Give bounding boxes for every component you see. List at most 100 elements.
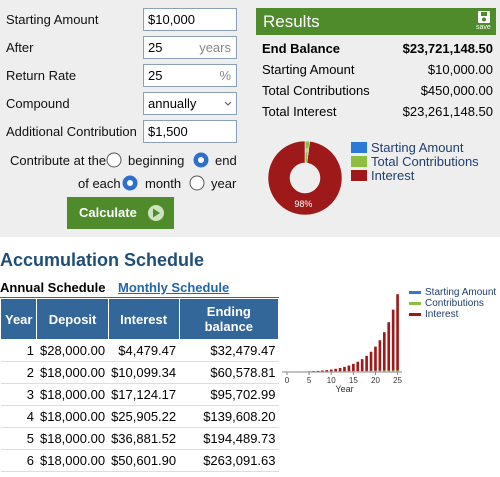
bar-segment — [347, 371, 351, 372]
table-cell: 2 — [0, 361, 37, 384]
radio-label: of each — [78, 176, 121, 191]
radio-option[interactable]: end — [215, 153, 237, 168]
radio-button[interactable] — [122, 175, 138, 191]
bar-segment — [365, 370, 368, 372]
radio-button[interactable] — [193, 152, 209, 168]
input-box[interactable]: annually — [143, 92, 237, 115]
schedule-table: Year Deposit Interest Ending balance 1 $28,00… — [0, 298, 280, 477]
input-value: $10,000 — [148, 12, 195, 27]
bar-segment — [334, 368, 337, 372]
legend-swatch — [351, 170, 367, 181]
radio-option[interactable]: beginning — [128, 153, 185, 168]
radio-option[interactable]: year — [211, 176, 237, 191]
table-row: 1 $28,000.00 $4,479.47 $32,479.47 — [0, 339, 279, 362]
bar-segment — [356, 371, 360, 372]
dropdown-arrow — [224, 101, 232, 106]
x-tick-label: 5 — [307, 376, 312, 385]
result-value: $23,261,148.50 — [402, 104, 493, 119]
legend-label: Interest — [425, 309, 459, 320]
table-row: 2 $18,000.00 $10,099.34 $60,578.81 — [0, 361, 279, 384]
tab-link[interactable]: Monthly Schedule — [118, 280, 230, 295]
radio-button[interactable] — [106, 152, 122, 168]
table-cell: $36,881.52 — [108, 427, 180, 450]
bar-segment — [329, 371, 333, 372]
legend-label: Total Contributions — [371, 154, 479, 169]
bar-segment — [391, 370, 395, 372]
bar-segment — [396, 370, 399, 372]
table-cell: $18,000.00 — [36, 405, 109, 428]
legend-label: Starting Amount — [371, 140, 464, 155]
result-label: Starting Amount — [262, 62, 355, 77]
result-label: Total Contributions — [262, 83, 370, 98]
bar-segment — [347, 365, 351, 372]
donut-slice — [267, 140, 343, 216]
tab-active[interactable]: Annual Schedule — [0, 280, 106, 295]
table-cell: $28,000.00 — [36, 339, 109, 362]
radio-dot — [198, 157, 204, 163]
bar-segment — [365, 355, 368, 371]
field-label: After — [6, 40, 34, 55]
table-cell: $18,000.00 — [36, 449, 109, 472]
input-value: $1,500 — [148, 124, 188, 139]
input-box[interactable]: $10,000 — [143, 8, 237, 31]
x-tick-label: 20 — [371, 376, 380, 385]
table-row: 3 $18,000.00 $17,124.17 $95,702.99 — [0, 383, 279, 406]
input-box[interactable]: 25 years — [143, 36, 237, 59]
save-icon[interactable] — [478, 11, 490, 23]
bar-segment — [325, 371, 329, 372]
results-title: Results — [263, 12, 320, 31]
bar-segment — [352, 363, 355, 372]
table-cell: $4,479.47 — [108, 339, 180, 362]
table-cell: 4 — [0, 405, 37, 428]
bar-segment — [382, 332, 386, 371]
column-header: Year — [0, 298, 38, 340]
bar-segment — [382, 370, 386, 372]
input-value: 25 — [148, 68, 163, 83]
x-tick-label: 10 — [327, 376, 336, 385]
bar-segment — [352, 371, 355, 372]
calculate-button[interactable]: Calculate — [67, 197, 174, 229]
table-cell: $10,099.34 — [108, 361, 180, 384]
chevron — [224, 101, 232, 106]
bar-segment — [369, 351, 373, 371]
table-cell: $18,000.00 — [36, 361, 109, 384]
input-unit: % — [219, 68, 231, 83]
result-value: $23,721,148.50 — [402, 41, 493, 56]
table-cell: 7 — [0, 471, 37, 477]
table-cell: $18,000.00 — [36, 383, 109, 406]
bar-segment — [338, 371, 342, 372]
table-cell: $18,000.00 — [36, 471, 109, 477]
field-label: Compound — [6, 96, 70, 111]
save-label[interactable]: save — [476, 24, 491, 31]
button-label: Calculate — [79, 205, 137, 220]
table-cell: $50,601.90 — [108, 449, 180, 472]
legend-label: Contributions — [425, 298, 484, 309]
bar-segment — [387, 370, 391, 372]
table-cell: $95,702.99 — [179, 383, 279, 406]
radio-button[interactable] — [189, 175, 205, 191]
bar-segment — [321, 370, 324, 372]
input-unit: years — [199, 40, 231, 55]
result-value: $10,000.00 — [427, 62, 493, 77]
x-axis-label: Year — [335, 384, 353, 394]
bar-segment — [360, 359, 364, 371]
bar-segment — [338, 367, 342, 372]
table-row: 5 $18,000.00 $36,881.52 $194,489.73 — [0, 427, 279, 450]
column-header: Ending balance — [178, 298, 280, 340]
input-box[interactable]: 25% — [143, 64, 237, 87]
bar-segment — [325, 370, 329, 372]
header-row: Year Deposit Interest Ending balance — [0, 298, 280, 340]
table-cell: 1 — [0, 339, 37, 362]
result-label: Total Interest — [262, 104, 337, 119]
table-cell: $139,608.20 — [179, 405, 279, 428]
bar-segment — [343, 366, 346, 372]
donut-label: 2% — [300, 147, 313, 157]
table-cell: $194,489.73 — [179, 427, 279, 450]
bar-segment — [378, 370, 382, 372]
input-box[interactable]: $1,500 — [143, 120, 237, 143]
radio-ring — [189, 175, 205, 191]
bar-segment — [316, 370, 320, 372]
bar-segment — [374, 346, 377, 371]
radio-option[interactable]: month — [145, 176, 182, 191]
